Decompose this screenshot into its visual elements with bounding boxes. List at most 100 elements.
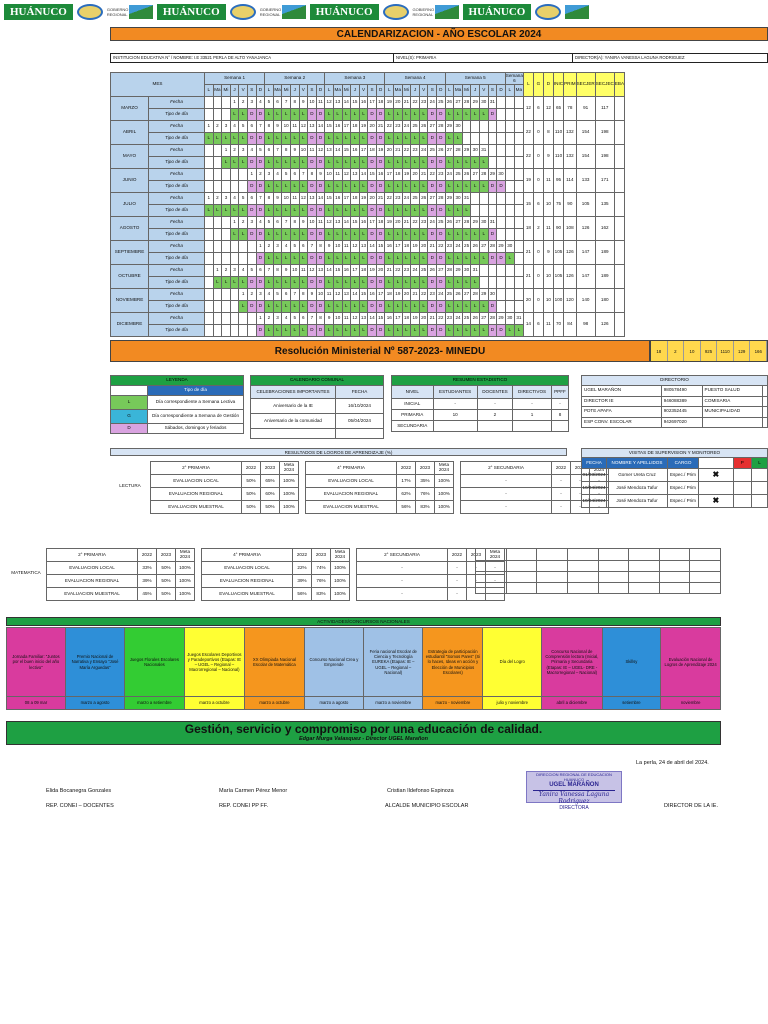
tipo-cell: L	[229, 276, 240, 289]
date-cell: 4	[272, 168, 283, 181]
leyenda-table: LEYENDA Tipo de día L Día correspondiente…	[110, 375, 244, 434]
tipo-cell: L	[393, 156, 403, 169]
date-cell: 26	[453, 288, 463, 301]
tipo-cell	[246, 324, 257, 337]
date-cell: 27	[479, 312, 489, 325]
tipo-cell: L	[401, 132, 412, 145]
tipo-cell	[204, 324, 214, 337]
eval-cell: 56%	[292, 587, 312, 601]
tipo-cell: D	[307, 324, 317, 337]
date-cell: 15	[324, 192, 334, 205]
date-cell: 25	[436, 216, 446, 229]
stat-cell: 6	[532, 312, 544, 337]
date-cell: 29	[470, 216, 480, 229]
total-cell: 1110	[717, 341, 734, 361]
stat-cell: 126	[594, 312, 615, 337]
date-cell: 24	[436, 288, 446, 301]
eval-cell: 50%	[260, 500, 280, 514]
stamp-line: UGEL MARAÑON	[549, 782, 599, 788]
eval-cell: 76%	[415, 487, 435, 501]
date-cell: 1	[204, 192, 214, 205]
tipo-cell: D	[436, 108, 446, 121]
tipo-cell: L	[221, 132, 231, 145]
tipo-cell: L	[470, 108, 480, 121]
tipo-cell: L	[350, 108, 360, 121]
stat-cell: 65	[552, 96, 565, 121]
date-cell	[212, 240, 223, 253]
tipo-cell: L	[504, 324, 515, 337]
date-cell: 17	[393, 312, 403, 325]
date-cell: 1	[238, 288, 248, 301]
actividad-date: setiembre	[601, 696, 662, 710]
dayname-cell: D	[255, 84, 266, 97]
eval-year-header: 2023	[415, 461, 435, 475]
date-cell: 28	[436, 120, 446, 133]
dayname-cell: Mi	[221, 84, 231, 97]
date-cell: 23	[401, 264, 412, 277]
visita-p	[732, 481, 752, 495]
tipo-cell: L	[384, 132, 395, 145]
area-label: MATEMATICA	[11, 570, 41, 575]
date-cell: 20	[418, 312, 429, 325]
eval-year-header: 2022	[447, 548, 467, 562]
tipo-cell: D	[436, 156, 446, 169]
date-cell: 16	[358, 96, 369, 109]
tipo-cell: L	[470, 324, 480, 337]
eval-cell: 100%	[434, 500, 454, 514]
date-cell	[496, 96, 506, 109]
actividad-cell: Juegos Escolares Deportivos y Paradeport…	[183, 627, 246, 697]
date-cell: 23	[410, 144, 420, 157]
date-cell: 9	[272, 192, 283, 205]
date-cell: 11	[307, 144, 317, 157]
eval-cell: EVALUACION REGIONAL	[46, 574, 138, 588]
stat-cell: 154	[575, 120, 596, 145]
tipo-cell: L	[238, 300, 248, 313]
tipo-cell: L	[332, 108, 343, 121]
tipo-cell: L	[332, 156, 343, 169]
signature-role: ALCALDE MUNICIPIO ESCOLAR	[385, 803, 469, 809]
tipo-cell	[238, 252, 248, 265]
date-cell: 3	[255, 288, 266, 301]
date-cell	[246, 240, 257, 253]
date-cell	[229, 312, 240, 325]
tipo-cell	[504, 132, 515, 145]
date-cell: 21	[384, 264, 395, 277]
tipo-cell: D	[487, 300, 498, 313]
date-cell: 30	[504, 240, 515, 253]
tipo-cell: L	[384, 228, 395, 241]
stat-cell: 2	[532, 216, 544, 241]
date-cell: 19	[358, 120, 369, 133]
month-name: AGOSTO	[110, 216, 149, 241]
eval-cell: -	[551, 500, 571, 514]
tipo-cell: D	[375, 108, 386, 121]
tipo-cell	[504, 276, 515, 289]
eval-block: 2° PRIMARIA 2022 2023 Meta 2024 EVALUACION L…	[46, 548, 195, 601]
seal-icon	[535, 4, 562, 20]
date-cell: 11	[289, 192, 300, 205]
tipo-cell: D	[496, 180, 506, 193]
tipo-cell: D	[367, 180, 377, 193]
date-cell: 2	[238, 216, 248, 229]
date-cell: 28	[453, 144, 463, 157]
tipo-cell: L	[350, 300, 360, 313]
date-cell: 21	[401, 216, 412, 229]
tipo-cell: L	[401, 156, 412, 169]
date-cell: 5	[272, 288, 283, 301]
date-cell: 20	[375, 264, 386, 277]
eval-block: 4° PRIMARIA 2022 2023 Meta 2024 EVALUACION L…	[201, 548, 350, 601]
grado-label: 2° PRIMARIA	[150, 461, 242, 475]
fecha-label: Fecha	[148, 312, 205, 325]
date-cell: 18	[358, 264, 369, 277]
actividad-cell: Skillsy	[601, 627, 662, 697]
date-cell: 18	[350, 192, 360, 205]
stat-cell: 180	[594, 288, 615, 313]
stat-cell	[613, 144, 626, 169]
date-cell: 29	[444, 120, 455, 133]
leyenda-code: G	[110, 409, 148, 424]
date-cell: 15	[375, 240, 386, 253]
tipo-cell	[496, 132, 506, 145]
tipo-cell: D	[255, 300, 266, 313]
tipo-cell	[487, 156, 498, 169]
dayname-cell: Ma	[212, 84, 223, 97]
date-cell: 7	[307, 312, 317, 325]
